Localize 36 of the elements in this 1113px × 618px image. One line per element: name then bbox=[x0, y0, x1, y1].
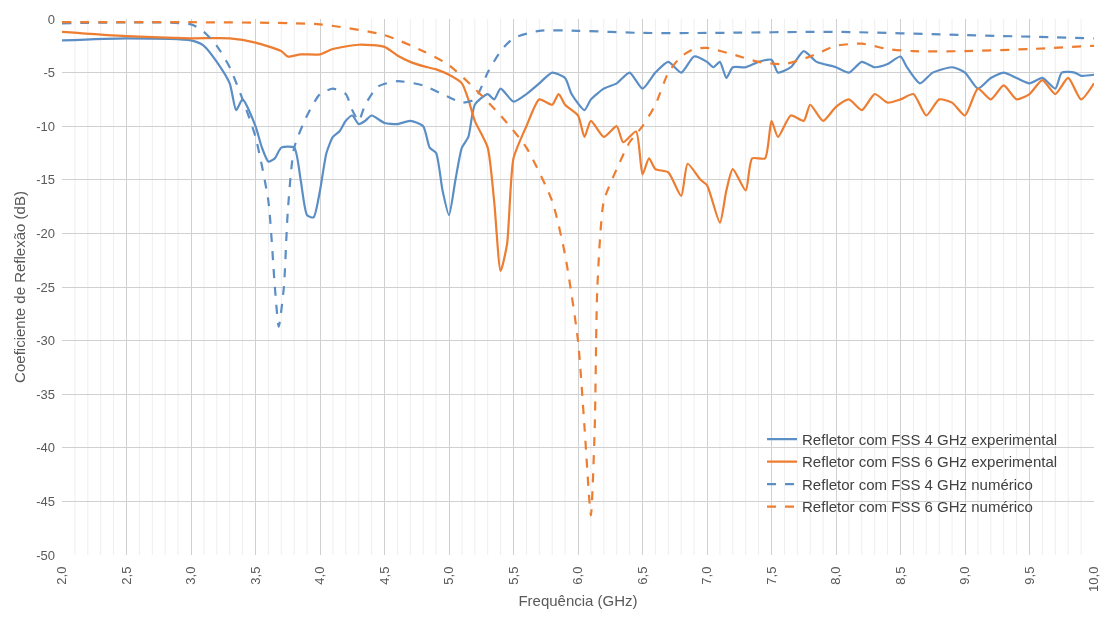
y-tick-label: -30 bbox=[36, 333, 55, 349]
y-tick-label: -20 bbox=[36, 225, 55, 241]
y-tick-label: -50 bbox=[36, 547, 55, 563]
legend-label: Refletor com FSS 4 GHz experimental bbox=[802, 430, 1058, 448]
y-tick-label: -40 bbox=[36, 440, 55, 456]
legend-label: Refletor com FSS 4 GHz numérico bbox=[802, 475, 1033, 493]
legend-label: Refletor com FSS 6 GHz experimental bbox=[802, 453, 1058, 471]
x-tick-label: 2,5 bbox=[118, 566, 134, 585]
x-tick-label: 10,0 bbox=[1086, 566, 1102, 592]
x-tick-label: 6,0 bbox=[570, 566, 586, 585]
x-tick-label: 4,0 bbox=[312, 566, 328, 585]
y-tick-label: -25 bbox=[36, 279, 55, 295]
y-tick-label: -15 bbox=[36, 172, 55, 188]
line-series bbox=[62, 21, 1094, 328]
legend-label: Refletor com FSS 6 GHz numérico bbox=[802, 498, 1033, 516]
y-tick-label: 0 bbox=[47, 11, 55, 27]
x-tick-label: 5,5 bbox=[505, 566, 521, 585]
x-tick-label: 4,5 bbox=[376, 566, 392, 585]
y-tick-label: -45 bbox=[36, 493, 55, 509]
x-tick-label: 3,5 bbox=[247, 566, 263, 585]
x-tick-label: 3,0 bbox=[183, 566, 199, 585]
x-tick-label: 8,5 bbox=[892, 566, 908, 585]
x-tick-label: 5,0 bbox=[441, 566, 457, 585]
x-axis-title: Frequência (GHz) bbox=[518, 591, 638, 609]
y-tick-label: -5 bbox=[43, 65, 55, 81]
x-tick-label: 2,0 bbox=[54, 566, 70, 585]
x-tick-label: 9,0 bbox=[957, 566, 973, 585]
line-series bbox=[62, 21, 1094, 517]
y-axis-title: Coeficiente de Reflexão (dB) bbox=[11, 191, 29, 383]
x-tick-label: 7,5 bbox=[763, 566, 779, 585]
y-tick-label: -10 bbox=[36, 118, 55, 134]
x-tick-label: 6,5 bbox=[634, 566, 650, 585]
y-tick-label: -35 bbox=[36, 386, 55, 402]
x-tick-label: 8,0 bbox=[828, 566, 844, 585]
x-tick-label: 9,5 bbox=[1021, 566, 1037, 585]
x-tick-label: 7,0 bbox=[699, 566, 715, 585]
